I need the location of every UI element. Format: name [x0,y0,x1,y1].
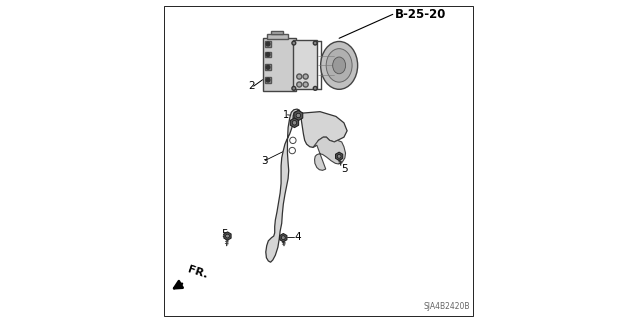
Circle shape [289,147,296,154]
Text: 3: 3 [261,156,268,166]
Circle shape [303,82,308,87]
Ellipse shape [326,48,352,82]
Bar [265,52,271,57]
Bar [293,40,317,89]
Circle shape [266,65,270,69]
Bar [265,77,271,83]
Circle shape [266,42,270,46]
Circle shape [314,86,317,90]
Polygon shape [280,234,287,242]
Text: 5: 5 [340,164,348,174]
Text: B-25-20: B-25-20 [395,8,446,21]
Circle shape [290,137,296,144]
Text: FR.: FR. [186,264,209,280]
Polygon shape [266,109,347,262]
Circle shape [266,53,270,56]
Polygon shape [224,232,231,240]
Polygon shape [335,152,343,160]
Text: 1: 1 [283,110,289,120]
Circle shape [225,234,229,238]
Bar [265,41,271,47]
Bar [268,34,288,39]
Text: 5: 5 [221,229,228,240]
Ellipse shape [333,57,346,74]
Circle shape [292,121,297,125]
Polygon shape [313,137,346,170]
Text: SJA4B2420B: SJA4B2420B [424,302,470,311]
Circle shape [297,82,302,87]
Text: 4: 4 [294,232,301,242]
Bar [265,64,271,70]
Circle shape [292,86,296,90]
Polygon shape [291,118,299,128]
Circle shape [296,113,301,118]
Ellipse shape [321,41,358,89]
Polygon shape [294,110,303,121]
Circle shape [266,78,270,82]
Circle shape [303,74,308,79]
Circle shape [282,236,285,240]
Circle shape [337,154,341,158]
Circle shape [297,74,302,79]
Bar [262,38,296,91]
Circle shape [314,41,317,45]
Text: 2: 2 [248,81,255,91]
Circle shape [292,41,296,45]
Bar [271,31,284,34]
